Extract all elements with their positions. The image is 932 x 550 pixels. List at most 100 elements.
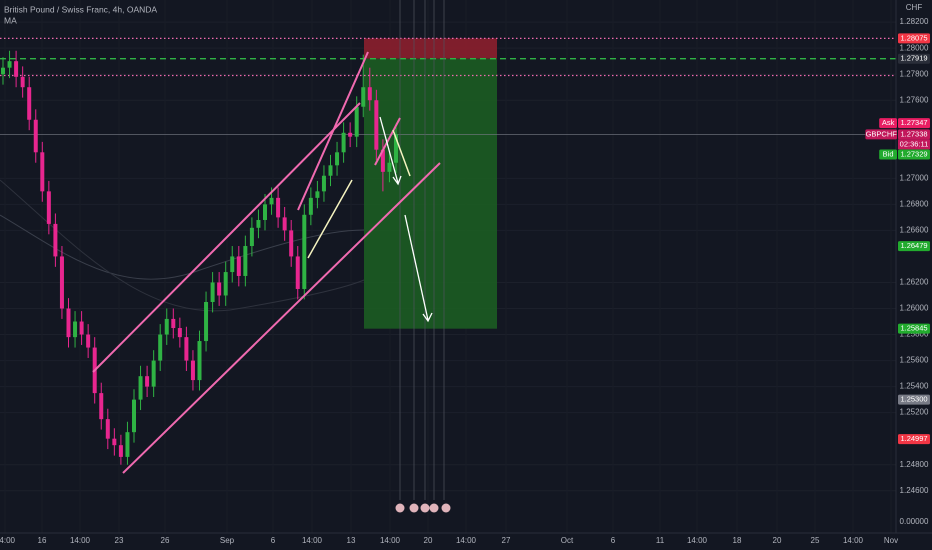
candle-body [164, 318, 169, 335]
candle-body [289, 230, 294, 257]
price-tag [898, 241, 930, 252]
x-tick-label: 20 [424, 536, 433, 545]
grid [0, 0, 896, 533]
x-tick-label: 14:00 [380, 536, 401, 545]
candle-body [190, 360, 195, 381]
candle-body [374, 100, 379, 150]
countdown-tag [898, 139, 930, 150]
x-tick-label: 26 [161, 536, 170, 545]
countdown-label: 02:36:11 [900, 139, 929, 148]
candle-body [177, 328, 182, 338]
candle-body [27, 87, 32, 120]
candle-body [53, 223, 58, 257]
x-tick-label: 14:00 [843, 536, 864, 545]
candle-body [151, 360, 156, 387]
candle-body [33, 119, 38, 153]
price-tag [898, 33, 930, 44]
price-tag-label: 1.25300 [900, 395, 927, 404]
candle-body [217, 282, 222, 296]
axis-labels: 1.28200 1.28000 1.27800 1.27600 1.27000 1.268… [0, 17, 929, 545]
candle-body [59, 256, 64, 309]
y-tick-label: 1.26600 [900, 226, 929, 235]
candle-body [335, 152, 340, 166]
candle-body [99, 393, 104, 420]
y-tick-label: 1.24600 [900, 486, 929, 495]
y-tick-label: 1.25600 [900, 356, 929, 365]
price-tag-prefix [865, 129, 897, 140]
price-tag [898, 118, 930, 129]
x-tick-label: 27 [502, 536, 511, 545]
x-tick-label: 14:00 [456, 536, 477, 545]
extra-axis-label: 0.00000 [900, 517, 929, 526]
candle-body [204, 301, 209, 342]
y-tick-label: 1.28000 [900, 43, 929, 52]
candle-body [380, 149, 385, 172]
candle-body [14, 61, 19, 77]
x-tick-label: Nov [884, 536, 898, 545]
candles [1, 50, 398, 465]
candle-body [394, 134, 398, 163]
price-tag-label: 1.27347 [900, 118, 927, 127]
candle-body [276, 197, 281, 218]
vertical-lines [399, 0, 445, 500]
price-tag-label: 1.24997 [900, 434, 927, 443]
price-tag-prefix-label: Bid [883, 149, 894, 158]
price-tag [898, 53, 930, 64]
price-tag-label: 1.27338 [900, 129, 927, 138]
x-tick-label: 25 [811, 536, 820, 545]
candle-body [256, 219, 261, 228]
candle-body [361, 87, 366, 107]
target-zone [364, 58, 497, 329]
candle-body [249, 227, 254, 247]
y-tick-label: 1.26200 [900, 278, 929, 287]
candle-body [40, 152, 45, 192]
candle-body [105, 419, 110, 439]
x-tick-label: 13 [347, 536, 356, 545]
candle-body [295, 256, 300, 289]
candle-body [282, 217, 287, 231]
x-tick-label: 16 [38, 536, 47, 545]
price-tag-label: 1.27329 [900, 149, 927, 158]
candle-body [236, 256, 241, 276]
indicator-label: MA [4, 15, 17, 25]
candle-body [308, 197, 313, 215]
candle-body [210, 282, 215, 302]
candle-body [387, 162, 392, 172]
x-tick-label: Sep [220, 536, 235, 545]
candle-body [263, 204, 267, 220]
x-tick-label: 14:00 [302, 536, 323, 545]
chart-title: British Pound / Swiss Franc, 4h, OANDA [4, 4, 157, 14]
candle-body [223, 272, 228, 296]
price-tag [898, 129, 930, 140]
price-tag-label: 1.28075 [900, 33, 927, 42]
levels [0, 37, 896, 135]
price-axis [896, 0, 932, 550]
candle-body [1, 67, 5, 75]
candle-body [20, 76, 25, 88]
candle-body [73, 321, 78, 338]
y-tick-label: 1.27800 [900, 69, 929, 78]
candle-body [197, 341, 202, 381]
candle-body [7, 61, 12, 68]
y-tick-label: 1.25200 [900, 408, 929, 417]
x-tick-label: 6 [271, 536, 276, 545]
candle-body [145, 376, 150, 387]
candle-body [158, 334, 163, 361]
x-tick-label: 14:00 [0, 536, 16, 545]
price-tags: 1.28075 1.27919 1.27347 Ask 1.27338GBPCHF02:… [865, 33, 930, 445]
candle-body [348, 132, 353, 137]
candle-body [269, 197, 274, 205]
x-tick-label: 23 [115, 536, 124, 545]
price-tag-prefix-label: Ask [882, 118, 895, 127]
candle-body [328, 165, 333, 176]
currency-label: CHF [906, 3, 923, 12]
candle-body [315, 191, 320, 198]
price-tag-label: 1.26479 [900, 241, 927, 250]
x-tick-label: 11 [656, 536, 665, 545]
candle-body [125, 432, 130, 457]
candle-body [341, 132, 346, 153]
price-tag [898, 434, 930, 445]
y-tick-label: 1.26800 [900, 199, 929, 208]
arrows [379, 116, 433, 323]
